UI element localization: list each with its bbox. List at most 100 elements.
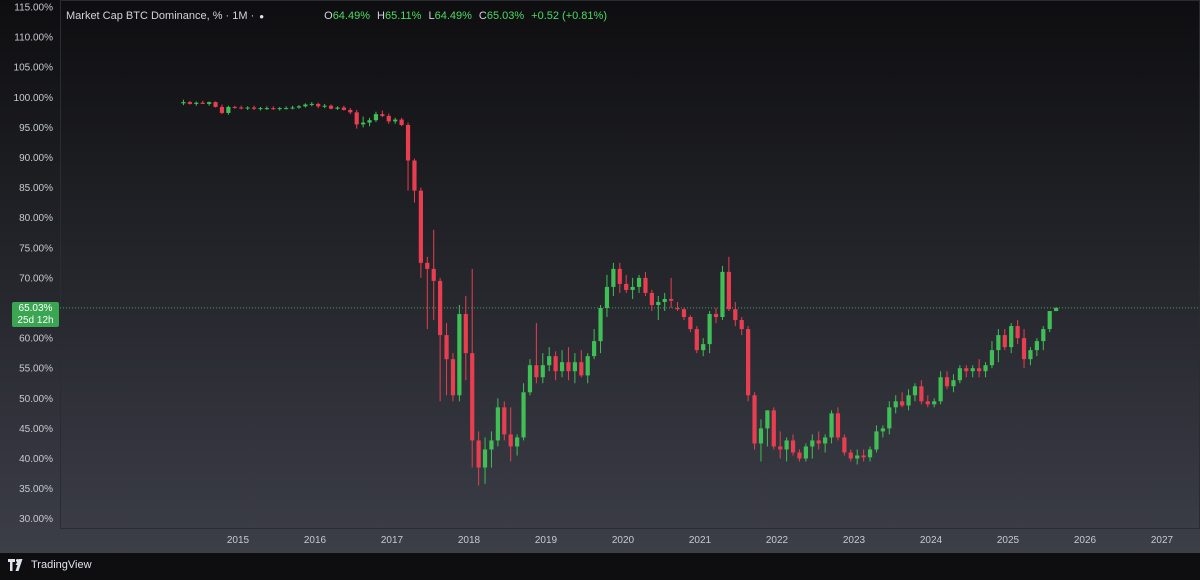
candle xyxy=(887,401,892,435)
candle xyxy=(553,351,558,381)
y-tick-label: 105.00% xyxy=(14,63,54,74)
candle xyxy=(438,277,443,402)
candle xyxy=(964,365,969,378)
candle-body xyxy=(309,103,314,105)
y-tick-label: 50.00% xyxy=(19,394,53,405)
y-tick-label: 40.00% xyxy=(19,454,53,465)
ohlc-low: L64.49% xyxy=(428,10,472,22)
x-tick-label: 2023 xyxy=(843,535,866,546)
candle xyxy=(489,431,494,468)
candle-body xyxy=(296,106,302,108)
candle-body xyxy=(977,368,982,372)
candle xyxy=(1021,329,1027,369)
candle xyxy=(739,317,744,336)
tradingview-logo-icon xyxy=(8,559,23,571)
candle-body xyxy=(412,160,417,191)
candle-body xyxy=(720,271,725,318)
candle xyxy=(636,274,642,293)
candle-body xyxy=(284,108,289,110)
candle-body xyxy=(187,102,192,104)
candle xyxy=(1034,338,1039,357)
candle xyxy=(726,256,731,312)
candle xyxy=(251,105,257,110)
candle-body xyxy=(450,359,456,396)
candle xyxy=(335,106,340,110)
y-tick-label: 115.00% xyxy=(14,3,53,14)
symbol-title[interactable]: Market Cap BTC Dominance, % · 1M · xyxy=(66,10,255,22)
candle-body xyxy=(457,314,462,396)
x-tick-label: 2016 xyxy=(304,535,327,546)
candle xyxy=(630,277,635,299)
candle xyxy=(900,392,905,408)
candle xyxy=(303,103,308,108)
candle xyxy=(380,110,385,118)
candle xyxy=(316,102,321,109)
candle-body xyxy=(380,114,385,116)
candle xyxy=(271,106,276,110)
candle-body xyxy=(951,380,956,387)
candle-body xyxy=(502,407,507,435)
candle-body xyxy=(232,106,237,108)
candle-body xyxy=(630,286,635,290)
candle xyxy=(373,111,379,122)
candle xyxy=(893,395,898,414)
candle xyxy=(957,365,962,384)
candle xyxy=(932,398,937,408)
candle-body xyxy=(669,298,674,301)
candle xyxy=(649,289,654,312)
y-tick-label: 80.00% xyxy=(19,213,53,224)
candle xyxy=(200,100,205,104)
candle xyxy=(829,410,834,444)
candle-body xyxy=(624,283,629,290)
candle-body xyxy=(797,452,802,459)
candle xyxy=(925,395,930,408)
candle xyxy=(559,350,565,378)
ohlc-high: H65.11% xyxy=(377,10,422,22)
candle xyxy=(701,338,706,357)
candle xyxy=(386,113,391,124)
candle-body xyxy=(713,314,719,318)
candle-body xyxy=(547,356,552,366)
candle-body xyxy=(938,377,943,402)
candle xyxy=(867,446,873,462)
candle-body xyxy=(906,395,911,406)
candle-body xyxy=(438,280,443,336)
ohlc-dot: ● xyxy=(259,11,265,21)
candle-body xyxy=(303,104,308,107)
candle xyxy=(669,277,674,308)
candle xyxy=(592,329,597,360)
candle-body xyxy=(1021,338,1027,360)
candle-body xyxy=(848,452,853,459)
candle xyxy=(810,434,815,459)
candle xyxy=(219,104,225,115)
candle-body xyxy=(592,341,597,357)
candle xyxy=(232,105,237,109)
candle xyxy=(688,315,693,333)
x-tick-label: 2024 xyxy=(920,535,943,546)
candle xyxy=(482,437,488,484)
candle xyxy=(970,365,975,378)
candle-body xyxy=(643,277,648,293)
tradingview-logo[interactable]: TradingView xyxy=(8,559,92,571)
candle-body xyxy=(354,112,359,125)
ohlc-close: C65.03% xyxy=(478,10,525,22)
candle xyxy=(585,353,590,384)
candle xyxy=(457,304,462,402)
candle xyxy=(284,106,289,110)
tradingview-wordmark: TradingView xyxy=(31,559,92,571)
y-tick-label: 35.00% xyxy=(19,484,53,495)
candle xyxy=(463,295,468,381)
y-tick-label: 100.00% xyxy=(14,93,54,104)
bar-countdown: 25d 12h xyxy=(17,315,54,326)
candle-body xyxy=(425,262,430,269)
candle-body xyxy=(983,365,988,372)
candle-body xyxy=(335,107,340,109)
candle-body xyxy=(880,428,885,432)
candle-body xyxy=(1047,311,1052,330)
candle-body xyxy=(476,440,481,468)
candle-body xyxy=(855,455,860,459)
candle-body xyxy=(733,309,738,321)
candle-body xyxy=(515,437,520,447)
candle xyxy=(207,101,212,106)
